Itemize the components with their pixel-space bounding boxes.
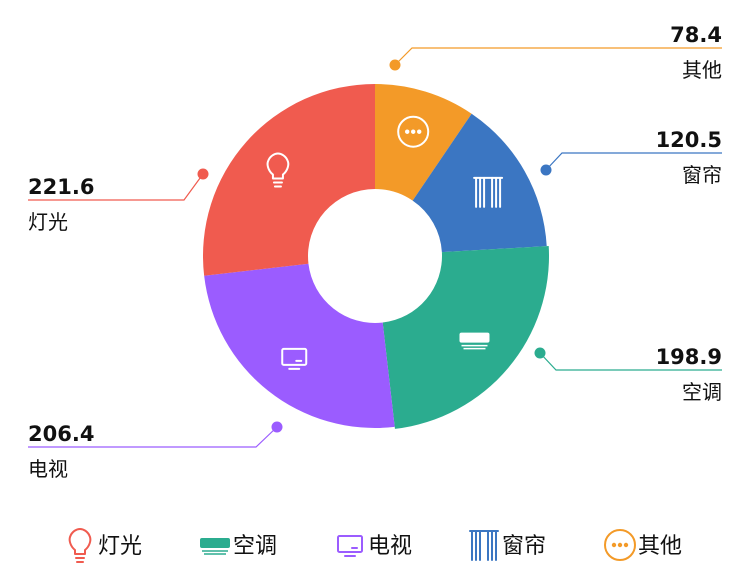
leader-line <box>394 47 722 66</box>
leader-dot <box>197 168 209 180</box>
leader-dot <box>389 59 401 71</box>
data-label-curtain: 120.5 <box>656 128 722 152</box>
tv-icon <box>281 347 308 370</box>
legend-tv-icon <box>337 535 363 557</box>
legend-item-other[interactable]: 其他 <box>604 529 682 561</box>
callout-lighting: 221.6 灯光 <box>28 168 209 234</box>
leader-line <box>28 426 278 448</box>
leader-dot <box>271 421 283 433</box>
legend-lightbulb-icon <box>68 528 92 563</box>
legend-curtain-icon <box>469 530 499 561</box>
slice-icons-group <box>266 115 504 370</box>
callout-ac: 198.9 空调 <box>534 345 722 404</box>
legend-label: 空调 <box>233 534 277 559</box>
data-label-ac: 198.9 <box>656 345 722 369</box>
leader-line <box>539 352 722 371</box>
category-label-tv: 电视 <box>28 457 68 481</box>
category-label-other: 其他 <box>682 58 722 82</box>
legend-label: 灯光 <box>98 534 142 559</box>
legend-item-ac[interactable]: 空调 <box>200 534 277 559</box>
callout-tv: 206.4 电视 <box>28 421 283 481</box>
category-label-lighting: 灯光 <box>28 210 68 234</box>
data-label-tv: 206.4 <box>28 422 94 446</box>
legend-item-curtain[interactable]: 窗帘 <box>469 530 546 561</box>
lightbulb-icon <box>266 152 290 188</box>
leader-line <box>28 173 204 201</box>
legend-label: 电视 <box>368 534 412 559</box>
callout-curtain: 120.5 窗帘 <box>540 128 722 187</box>
more-icon <box>397 115 430 148</box>
slices-group <box>203 84 549 429</box>
legend-item-tv[interactable]: 电视 <box>337 534 412 559</box>
category-label-ac: 空调 <box>682 380 722 404</box>
leader-line <box>545 152 722 171</box>
air-conditioner-icon <box>459 332 490 350</box>
legend-more-icon <box>604 529 636 561</box>
legend-air-conditioner-icon <box>200 538 230 555</box>
curtain-icon <box>473 176 504 208</box>
legend-item-lighting[interactable]: 灯光 <box>68 528 142 563</box>
category-label-curtain: 窗帘 <box>682 163 722 187</box>
data-label-other: 78.4 <box>670 23 722 47</box>
leader-dot <box>534 347 546 359</box>
legend-label: 其他 <box>638 534 682 559</box>
callout-other: 78.4 其他 <box>389 23 722 82</box>
leader-dot <box>540 164 552 176</box>
slice-lighting <box>203 84 375 276</box>
legend-label: 窗帘 <box>502 534 546 559</box>
slice-tv <box>204 263 395 428</box>
legend: 灯光 空调 电视 窗帘 其他 <box>68 528 682 563</box>
data-label-lighting: 221.6 <box>28 175 94 199</box>
callouts-group: 78.4 其他 120.5 窗帘 198.9 空调 206.4 电视 221.6 灯光 <box>28 23 722 481</box>
